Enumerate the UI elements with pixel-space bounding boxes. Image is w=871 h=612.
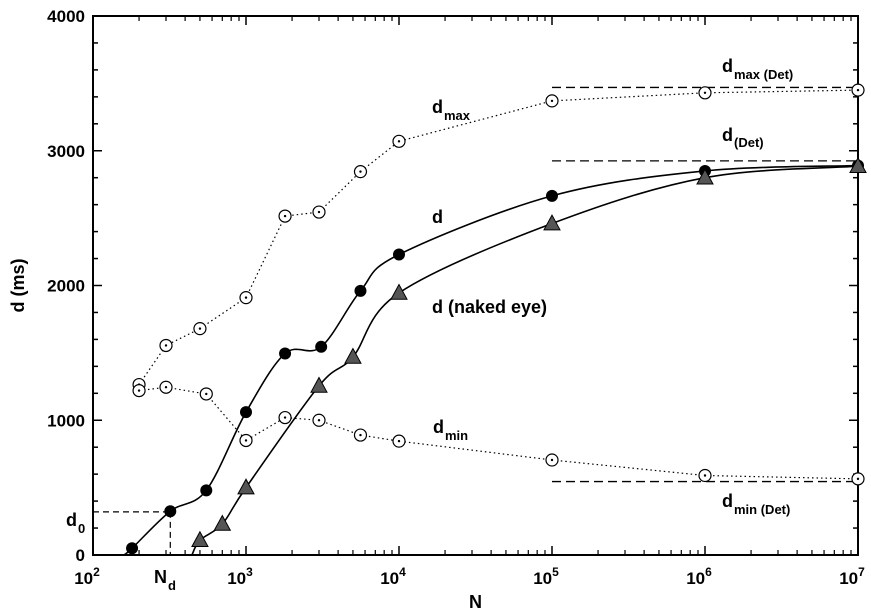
point-d [315,340,328,353]
label-d-min-det: dmin (Det) [722,491,790,517]
y-tick-label: 1000 [47,411,85,430]
label-d-max-det: dmax (Det) [722,56,793,82]
point-d [279,347,292,360]
label-d-min: dmin [433,417,468,443]
x-tick-label: 104 [380,565,406,588]
point-dot-d-min [164,386,168,389]
series-line-d-max [138,89,859,385]
label-d-naked-eye: d (naked eye) [432,297,547,317]
point-dot-d-max [283,214,287,218]
point-d-naked-eye [191,530,209,547]
point-dot-d-max [397,140,401,143]
point-d [546,189,558,202]
point-d-naked-eye [310,376,328,393]
label-d0: d0 [66,510,85,536]
point-dot-d-min [205,392,208,396]
y-tick-label: 0 [76,546,85,565]
point-dot-d-min [283,416,287,419]
point-d [393,248,405,261]
point-dot-d-max [359,170,362,173]
point-d [164,505,177,518]
point-dot-d-min [359,433,362,437]
point-dot-d-max [317,210,321,214]
point-dot-d-max [703,91,707,95]
x-axis-label: N [469,592,482,612]
point-d-naked-eye [213,514,232,531]
point-dot-d-max [856,88,860,92]
x-tick-label: 106 [686,565,712,588]
point-dot-d-min [244,439,248,442]
point-d-naked-eye [849,156,867,174]
point-d [240,406,252,419]
series-line-d-min [138,386,859,480]
point-dot-d-max [198,327,202,330]
point-d-naked-eye [390,283,408,300]
point-d-naked-eye [237,478,255,495]
series-fit-d [123,164,859,556]
x-tick-label: 105 [533,565,559,588]
series-fit-d-naked-eye [191,165,859,556]
y-axis-label: d (ms) [8,258,28,312]
label-d-max: dmax [432,97,471,123]
point-d-naked-eye [344,347,362,364]
point-d-naked-eye [696,168,714,185]
point-dot-d-max [244,296,248,299]
point-dot-d-min [317,419,321,422]
point-dot-d-max [164,344,168,347]
point-dot-d-min [856,477,860,481]
x-tick-label: 107 [839,565,865,588]
point-dot-d-min [550,458,554,462]
label-d: d [432,207,443,227]
point-dot-d-max [550,99,554,103]
y-tick-label: 2000 [47,277,85,296]
x-tick-label: 102 [74,565,100,588]
point-dot-d-min [137,389,141,392]
y-tick-label: 4000 [47,7,85,26]
point-d [200,484,213,497]
point-d [126,542,139,555]
label-nd: Nd [154,567,176,593]
point-dot-d-min [397,439,401,443]
plot-frame [92,15,859,556]
x-tick-label: 103 [227,565,253,588]
label-d-det: d(Det) [722,125,764,150]
point-dot-d-min [703,474,707,477]
y-tick-label: 3000 [47,142,85,161]
point-d-naked-eye [543,214,561,231]
point-d [354,284,367,297]
